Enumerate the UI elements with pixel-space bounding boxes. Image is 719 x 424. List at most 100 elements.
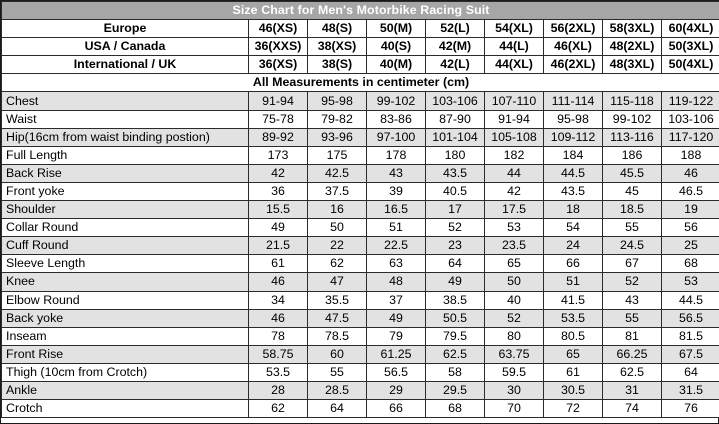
- measurement-value: 66: [543, 254, 603, 274]
- measurement-label: Front yoke: [1, 181, 249, 202]
- measurement-label: Back Rise: [1, 163, 249, 183]
- size-header-cell: 48(3XL): [602, 55, 662, 75]
- measurement-value: 23: [425, 236, 485, 256]
- measurement-value: 17.5: [484, 200, 544, 220]
- region-row: Europe 46(XS) 48(S) 50(M) 52(L) 54(XL) 56(2XL)…: [1, 19, 719, 39]
- measurement-value: 107-110: [484, 91, 544, 111]
- measurement-value: 30: [484, 380, 544, 401]
- measurement-label: Shoulder: [1, 200, 249, 220]
- size-header-cell: 58(3XL): [602, 19, 662, 39]
- measurement-value: 51: [543, 272, 603, 292]
- measurement-value: 31: [602, 380, 662, 401]
- measurement-label: Inseam: [1, 326, 249, 346]
- measurement-value: 59.5: [484, 362, 544, 382]
- region-label: Europe: [1, 19, 249, 39]
- measurement-value: 64: [425, 254, 485, 274]
- measurement-value: 72: [543, 399, 603, 419]
- size-header-cell: 36(XXS): [248, 37, 308, 57]
- measurement-value: 66: [366, 399, 426, 419]
- measurement-value: 61.25: [366, 344, 426, 364]
- measurement-value: 111-114: [543, 91, 603, 111]
- table-row: Cuff Round 21.5 22 22.5 23 23.5 24 24.5 25: [1, 236, 719, 256]
- measurement-value: 44.5: [661, 290, 719, 310]
- measurement-value: 29: [366, 380, 426, 401]
- measurement-value: 103-106: [661, 109, 719, 129]
- measurement-value: 64: [661, 362, 719, 382]
- measurement-value: 55: [602, 218, 662, 238]
- measurement-value: 56.5: [366, 362, 426, 382]
- measurement-value: 15.5: [248, 200, 308, 220]
- measurement-value: 89-92: [248, 127, 308, 147]
- measurement-value: 62.5: [425, 344, 485, 364]
- measurement-value: 74: [602, 399, 662, 419]
- table-row: Full Length 173 175 178 180 182 184 186 188: [1, 145, 719, 165]
- measurement-value: 78: [248, 326, 308, 346]
- measurement-label: Ankle: [1, 380, 249, 401]
- measurement-value: 64: [307, 399, 367, 419]
- measurement-value: 22: [307, 236, 367, 256]
- measurement-label: Collar Round: [1, 218, 249, 238]
- measurement-value: 36: [248, 181, 308, 202]
- table-row: Front yoke 36 37.5 39 40.5 42 43.5 45 46.5: [1, 181, 719, 202]
- measurement-value: 49: [425, 272, 485, 292]
- measurement-value: 173: [248, 145, 308, 165]
- measurement-value: 46: [248, 308, 308, 328]
- measurement-value: 49: [248, 218, 308, 238]
- measurement-value: 62: [307, 254, 367, 274]
- measurement-value: 80: [484, 326, 544, 346]
- measurement-value: 91-94: [248, 91, 308, 111]
- units-row: All Measurements in centimeter (cm): [1, 73, 719, 93]
- size-header-cell: 60(4XL): [661, 19, 719, 39]
- measurement-value: 53: [484, 218, 544, 238]
- measurement-value: 99-102: [602, 109, 662, 129]
- measurement-value: 95-98: [543, 109, 603, 129]
- measurement-value: 39: [366, 181, 426, 202]
- measurement-value: 37: [366, 290, 426, 310]
- measurement-value: 30.5: [543, 380, 603, 401]
- measurement-value: 28: [248, 380, 308, 401]
- measurement-value: 184: [543, 145, 603, 165]
- measurement-value: 186: [602, 145, 662, 165]
- measurement-value: 67.5: [661, 344, 719, 364]
- size-header-cell: 50(3XL): [661, 37, 719, 57]
- measurement-value: 29.5: [425, 380, 485, 401]
- measurement-value: 50: [484, 272, 544, 292]
- measurement-value: 23.5: [484, 236, 544, 256]
- measurement-label: Hip(16cm from waist binding postion): [1, 127, 249, 147]
- measurement-label: Crotch: [1, 399, 249, 419]
- measurement-value: 42.5: [307, 163, 367, 183]
- title-row: Size Chart for Men's Motorbike Racing Su…: [1, 0, 719, 21]
- measurement-value: 43.5: [425, 163, 485, 183]
- measurement-value: 70: [484, 399, 544, 419]
- measurement-value: 66.25: [602, 344, 662, 364]
- region-label: International / UK: [1, 55, 249, 75]
- size-header-cell: 48(2XL): [602, 37, 662, 57]
- measurement-label: Knee: [1, 272, 249, 292]
- size-header-cell: 56(2XL): [543, 19, 603, 39]
- measurement-value: 178: [366, 145, 426, 165]
- size-header-cell: 50(M): [366, 19, 426, 39]
- measurement-label: Cuff Round: [1, 236, 249, 256]
- measurement-value: 75-78: [248, 109, 308, 129]
- measurement-value: 117-120: [661, 127, 719, 147]
- measurement-value: 17: [425, 200, 485, 220]
- measurement-value: 44: [484, 163, 544, 183]
- measurement-value: 44.5: [543, 163, 603, 183]
- measurement-value: 46: [248, 272, 308, 292]
- chart-title: Size Chart for Men's Motorbike Racing Su…: [1, 0, 719, 21]
- measurement-value: 97-100: [366, 127, 426, 147]
- measurement-value: 81.5: [661, 326, 719, 346]
- measurement-value: 28.5: [307, 380, 367, 401]
- measurement-value: 24.5: [602, 236, 662, 256]
- measurement-value: 43: [366, 163, 426, 183]
- measurement-value: 47: [307, 272, 367, 292]
- measurement-value: 68: [661, 254, 719, 274]
- size-header-cell: 40(M): [366, 55, 426, 75]
- measurement-value: 79.5: [425, 326, 485, 346]
- measurement-value: 50: [307, 218, 367, 238]
- table-row: Thigh (10cm from Crotch) 53.5 55 56.5 58 59.5…: [1, 362, 719, 382]
- measurement-value: 19: [661, 200, 719, 220]
- measurement-value: 105-108: [484, 127, 544, 147]
- measurement-value: 43: [602, 290, 662, 310]
- measurement-value: 79: [366, 326, 426, 346]
